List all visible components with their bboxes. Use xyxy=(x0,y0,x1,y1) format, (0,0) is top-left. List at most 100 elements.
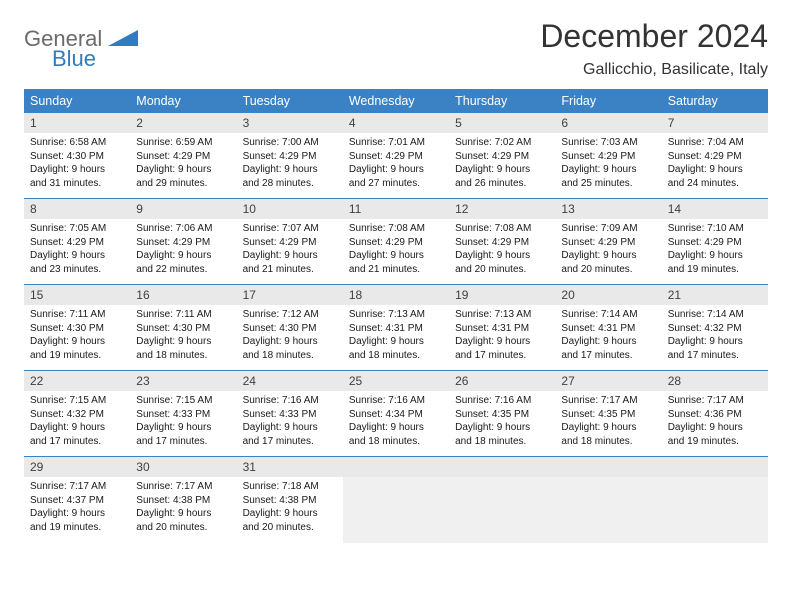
day-info: Sunrise: 7:11 AMSunset: 4:30 PMDaylight:… xyxy=(24,305,130,366)
daylight-text: Daylight: 9 hours and 25 minutes. xyxy=(561,163,655,190)
calendar-day-cell: 23Sunrise: 7:15 AMSunset: 4:33 PMDayligh… xyxy=(130,371,236,457)
day-number: 6 xyxy=(555,113,661,133)
sunrise-text: Sunrise: 7:15 AM xyxy=(136,394,230,408)
sunset-text: Sunset: 4:33 PM xyxy=(136,408,230,422)
sunrise-text: Sunrise: 7:01 AM xyxy=(349,136,443,150)
day-number-empty xyxy=(662,457,768,477)
sunrise-text: Sunrise: 7:03 AM xyxy=(561,136,655,150)
sunrise-text: Sunrise: 7:05 AM xyxy=(30,222,124,236)
weekday-header: Wednesday xyxy=(343,89,449,113)
day-number: 22 xyxy=(24,371,130,391)
daylight-text: Daylight: 9 hours and 18 minutes. xyxy=(136,335,230,362)
daylight-text: Daylight: 9 hours and 17 minutes. xyxy=(455,335,549,362)
sunset-text: Sunset: 4:30 PM xyxy=(136,322,230,336)
day-number: 21 xyxy=(662,285,768,305)
weekday-header-row: SundayMondayTuesdayWednesdayThursdayFrid… xyxy=(24,89,768,113)
sunset-text: Sunset: 4:29 PM xyxy=(136,236,230,250)
sunset-text: Sunset: 4:30 PM xyxy=(30,322,124,336)
daylight-text: Daylight: 9 hours and 18 minutes. xyxy=(455,421,549,448)
day-info: Sunrise: 7:09 AMSunset: 4:29 PMDaylight:… xyxy=(555,219,661,280)
sunrise-text: Sunrise: 7:08 AM xyxy=(455,222,549,236)
day-number: 26 xyxy=(449,371,555,391)
sunset-text: Sunset: 4:34 PM xyxy=(349,408,443,422)
day-number-empty xyxy=(449,457,555,477)
day-info: Sunrise: 7:17 AMSunset: 4:37 PMDaylight:… xyxy=(24,477,130,538)
calendar-day-cell: 24Sunrise: 7:16 AMSunset: 4:33 PMDayligh… xyxy=(237,371,343,457)
sunrise-text: Sunrise: 7:06 AM xyxy=(136,222,230,236)
daylight-text: Daylight: 9 hours and 27 minutes. xyxy=(349,163,443,190)
sunrise-text: Sunrise: 7:17 AM xyxy=(668,394,762,408)
day-info: Sunrise: 7:06 AMSunset: 4:29 PMDaylight:… xyxy=(130,219,236,280)
day-number: 23 xyxy=(130,371,236,391)
day-info: Sunrise: 7:17 AMSunset: 4:36 PMDaylight:… xyxy=(662,391,768,452)
calendar-day-cell xyxy=(449,457,555,543)
calendar-table: SundayMondayTuesdayWednesdayThursdayFrid… xyxy=(24,89,768,543)
day-info: Sunrise: 7:04 AMSunset: 4:29 PMDaylight:… xyxy=(662,133,768,194)
daylight-text: Daylight: 9 hours and 24 minutes. xyxy=(668,163,762,190)
daylight-text: Daylight: 9 hours and 28 minutes. xyxy=(243,163,337,190)
daylight-text: Daylight: 9 hours and 17 minutes. xyxy=(243,421,337,448)
calendar-day-cell xyxy=(662,457,768,543)
sunset-text: Sunset: 4:29 PM xyxy=(668,236,762,250)
weekday-header: Friday xyxy=(555,89,661,113)
logo: General Blue xyxy=(24,18,138,70)
daylight-text: Daylight: 9 hours and 17 minutes. xyxy=(30,421,124,448)
sunrise-text: Sunrise: 7:04 AM xyxy=(668,136,762,150)
day-number: 3 xyxy=(237,113,343,133)
day-info: Sunrise: 7:03 AMSunset: 4:29 PMDaylight:… xyxy=(555,133,661,194)
day-info: Sunrise: 6:59 AMSunset: 4:29 PMDaylight:… xyxy=(130,133,236,194)
sunset-text: Sunset: 4:29 PM xyxy=(561,236,655,250)
sunrise-text: Sunrise: 7:15 AM xyxy=(30,394,124,408)
daylight-text: Daylight: 9 hours and 19 minutes. xyxy=(30,507,124,534)
day-number: 18 xyxy=(343,285,449,305)
day-info: Sunrise: 7:15 AMSunset: 4:32 PMDaylight:… xyxy=(24,391,130,452)
daylight-text: Daylight: 9 hours and 21 minutes. xyxy=(243,249,337,276)
sunset-text: Sunset: 4:38 PM xyxy=(243,494,337,508)
calendar-day-cell: 1Sunrise: 6:58 AMSunset: 4:30 PMDaylight… xyxy=(24,113,130,199)
daylight-text: Daylight: 9 hours and 20 minutes. xyxy=(136,507,230,534)
title-block: December 2024 Gallicchio, Basilicate, It… xyxy=(540,18,768,79)
calendar-day-cell: 27Sunrise: 7:17 AMSunset: 4:35 PMDayligh… xyxy=(555,371,661,457)
calendar-day-cell: 31Sunrise: 7:18 AMSunset: 4:38 PMDayligh… xyxy=(237,457,343,543)
sunrise-text: Sunrise: 6:59 AM xyxy=(136,136,230,150)
daylight-text: Daylight: 9 hours and 19 minutes. xyxy=(30,335,124,362)
sunrise-text: Sunrise: 7:16 AM xyxy=(349,394,443,408)
sunrise-text: Sunrise: 7:12 AM xyxy=(243,308,337,322)
sunrise-text: Sunrise: 7:10 AM xyxy=(668,222,762,236)
day-number-empty xyxy=(555,457,661,477)
sunset-text: Sunset: 4:30 PM xyxy=(243,322,337,336)
daylight-text: Daylight: 9 hours and 19 minutes. xyxy=(668,249,762,276)
sunrise-text: Sunrise: 7:09 AM xyxy=(561,222,655,236)
daylight-text: Daylight: 9 hours and 18 minutes. xyxy=(349,335,443,362)
calendar-day-cell: 10Sunrise: 7:07 AMSunset: 4:29 PMDayligh… xyxy=(237,199,343,285)
day-info: Sunrise: 7:18 AMSunset: 4:38 PMDaylight:… xyxy=(237,477,343,538)
sunrise-text: Sunrise: 7:16 AM xyxy=(243,394,337,408)
sunrise-text: Sunrise: 7:02 AM xyxy=(455,136,549,150)
calendar-day-cell: 26Sunrise: 7:16 AMSunset: 4:35 PMDayligh… xyxy=(449,371,555,457)
sunset-text: Sunset: 4:36 PM xyxy=(668,408,762,422)
calendar-day-cell: 11Sunrise: 7:08 AMSunset: 4:29 PMDayligh… xyxy=(343,199,449,285)
sunrise-text: Sunrise: 7:13 AM xyxy=(349,308,443,322)
day-info: Sunrise: 7:17 AMSunset: 4:38 PMDaylight:… xyxy=(130,477,236,538)
day-number: 2 xyxy=(130,113,236,133)
calendar-day-cell: 29Sunrise: 7:17 AMSunset: 4:37 PMDayligh… xyxy=(24,457,130,543)
daylight-text: Daylight: 9 hours and 22 minutes. xyxy=(136,249,230,276)
calendar-day-cell: 28Sunrise: 7:17 AMSunset: 4:36 PMDayligh… xyxy=(662,371,768,457)
calendar-day-cell: 14Sunrise: 7:10 AMSunset: 4:29 PMDayligh… xyxy=(662,199,768,285)
daylight-text: Daylight: 9 hours and 17 minutes. xyxy=(561,335,655,362)
sunset-text: Sunset: 4:29 PM xyxy=(349,150,443,164)
daylight-text: Daylight: 9 hours and 18 minutes. xyxy=(349,421,443,448)
calendar-week-row: 29Sunrise: 7:17 AMSunset: 4:37 PMDayligh… xyxy=(24,457,768,543)
day-number: 17 xyxy=(237,285,343,305)
daylight-text: Daylight: 9 hours and 20 minutes. xyxy=(455,249,549,276)
day-number: 29 xyxy=(24,457,130,477)
weekday-header: Tuesday xyxy=(237,89,343,113)
sunset-text: Sunset: 4:29 PM xyxy=(243,150,337,164)
day-number: 8 xyxy=(24,199,130,219)
day-info: Sunrise: 7:12 AMSunset: 4:30 PMDaylight:… xyxy=(237,305,343,366)
day-number: 5 xyxy=(449,113,555,133)
calendar-day-cell: 13Sunrise: 7:09 AMSunset: 4:29 PMDayligh… xyxy=(555,199,661,285)
sunrise-text: Sunrise: 7:16 AM xyxy=(455,394,549,408)
day-number: 28 xyxy=(662,371,768,391)
sunset-text: Sunset: 4:29 PM xyxy=(668,150,762,164)
